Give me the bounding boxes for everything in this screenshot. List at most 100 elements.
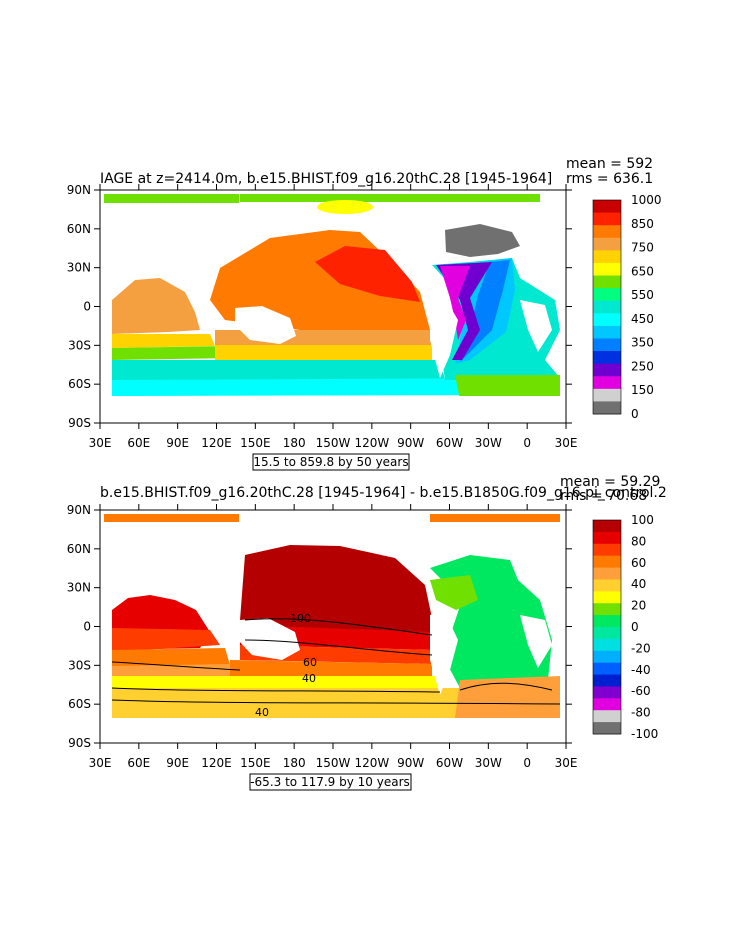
atlantic-dwbc	[436, 262, 492, 360]
mean-label: mean = 59.29	[560, 474, 660, 490]
colorbar-swatch	[593, 543, 621, 557]
arctic-band	[104, 514, 239, 522]
y-tick-label: 30N	[67, 581, 91, 595]
antarctic-land	[100, 718, 566, 743]
colorbar-label: -40	[631, 663, 651, 677]
x-axis: 30E 60E 90E 120E 150E 180 150W 120W 90W 60W 30W 0 30…	[89, 756, 578, 770]
x-tick-label: 30E	[89, 436, 112, 450]
range-label: -65.3 to 117.9 by 10 years	[250, 775, 410, 789]
colorbar-label: 60	[631, 556, 646, 570]
pacific-field	[230, 660, 432, 676]
colorbar-swatch	[593, 338, 621, 352]
x-tick-label: 150E	[240, 436, 271, 450]
contour-line	[244, 639, 433, 656]
contour-line	[244, 618, 433, 636]
contour-line	[111, 687, 441, 693]
colorbar-label: -20	[631, 641, 651, 655]
africa-land	[520, 300, 552, 352]
range-label: 15.5 to 859.8 by 50 years	[253, 455, 408, 469]
colorbar-swatch	[593, 300, 621, 314]
tick-marks	[94, 504, 572, 749]
colorbar-swatch	[593, 674, 621, 687]
y-tick-label: 60S	[68, 697, 91, 711]
age-map-panel: IAGE at z=2414.0m, b.e15.BHIST.f09_g16.2…	[67, 156, 662, 471]
colorbar-swatch	[593, 275, 621, 289]
indian-ocean-field	[112, 628, 220, 652]
colorbar-swatch	[593, 650, 621, 664]
colorbar-swatch	[593, 591, 621, 604]
y-tick-label: 90N	[67, 183, 91, 197]
australia-land	[235, 306, 296, 344]
x-tick-label: 60W	[436, 756, 463, 770]
colorbar-swatch	[593, 225, 621, 239]
labrador-patch	[445, 224, 520, 257]
difference-map-panel: b.e15.BHIST.f09_g16.20thC.28 [1945-1964]…	[67, 474, 667, 791]
southern-ocean-band	[112, 378, 560, 396]
y-tick-label: 0	[83, 300, 91, 314]
x-tick-label: 90W	[397, 436, 424, 450]
x-tick-label: 150W	[316, 756, 351, 770]
south-america-land	[430, 612, 458, 695]
colorbar-swatch	[593, 722, 621, 735]
colorbar-label: -100	[631, 727, 658, 741]
arctic-yellow-patch	[317, 200, 373, 214]
contour-label: 40	[302, 672, 316, 685]
atlantic-south	[455, 676, 560, 718]
pacific-core	[315, 246, 420, 302]
colorbar-label: -80	[631, 706, 651, 720]
colorbar-swatch	[593, 555, 621, 569]
colorbar-swatch	[593, 710, 621, 723]
arctic-band	[430, 514, 560, 522]
arctic-band	[430, 194, 540, 202]
colorbar-frame	[592, 519, 622, 735]
colorbar-label: 100	[631, 513, 654, 527]
atlantic-field	[430, 575, 478, 610]
colorbar-swatch	[593, 262, 621, 277]
colorbar-label: 750	[631, 241, 654, 255]
mean-label: mean = 592	[566, 156, 653, 172]
antarctic-land	[100, 396, 566, 423]
colorbar-swatch	[593, 325, 621, 339]
colorbar-swatch	[593, 376, 621, 390]
colorbar-swatch	[593, 567, 621, 580]
y-tick-label: 30S	[68, 658, 91, 672]
tick-marks	[94, 184, 572, 429]
contour-label: 40	[255, 706, 269, 719]
pacific-field	[215, 345, 432, 360]
colorbar-swatch	[593, 401, 621, 415]
colorbar-swatch	[593, 627, 621, 640]
colorbar-label: 550	[631, 288, 654, 302]
y-axis: 90N 60N 30N 0 30S 60S 90S	[67, 503, 91, 750]
colorbar-swatch	[593, 638, 621, 652]
colorbar-frame	[592, 199, 622, 415]
map-field	[100, 514, 566, 743]
colorbar-label: 850	[631, 217, 654, 231]
panel-title: b.e15.BHIST.f09_g16.20thC.28 [1945-1964]…	[100, 485, 667, 501]
colorbar-swatch	[593, 662, 621, 676]
colorbar-label: 20	[631, 599, 646, 613]
y-tick-label: 60S	[68, 377, 91, 391]
y-tick-label: 0	[83, 620, 91, 634]
x-tick-label: 30E	[555, 436, 578, 450]
colorbar-swatch	[593, 288, 621, 302]
x-tick-label: 30W	[475, 436, 502, 450]
contour-line	[111, 661, 241, 671]
contour-lines	[111, 618, 561, 705]
indian-ocean-field	[112, 278, 200, 334]
colorbar-swatch	[593, 531, 621, 545]
rms-label: rms = 636.1	[566, 171, 653, 187]
colorbar-label: -60	[631, 684, 651, 698]
rms-label: rms = 70.68	[560, 488, 647, 504]
colorbar-swatch	[593, 698, 621, 711]
x-tick-label: 120W	[354, 436, 389, 450]
y-tick-label: 30N	[67, 261, 91, 275]
x-tick-label: 150W	[316, 436, 351, 450]
south-america-land	[430, 298, 458, 378]
indian-ocean-field	[112, 346, 235, 360]
y-axis: 90N 60N 30N 0 30S 60S 90S	[67, 183, 91, 430]
colorbar-label: 450	[631, 312, 654, 326]
colorbar: 100 80 60 40 20 0 -20 -40 -60 -80 -100	[592, 513, 658, 741]
contour-line	[459, 682, 553, 691]
arctic-band	[104, 194, 239, 203]
